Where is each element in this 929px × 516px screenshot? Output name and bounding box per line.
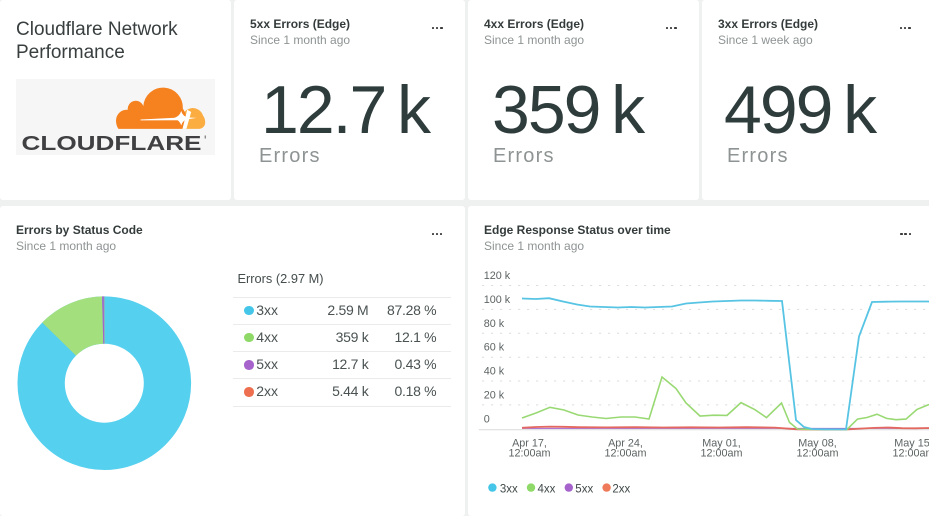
svg-text:12:00am: 12:00am <box>892 447 929 459</box>
svg-text:May 08,: May 08, <box>798 437 836 449</box>
svg-text:100 k: 100 k <box>484 294 511 306</box>
svg-text:5xx: 5xx <box>575 483 593 495</box>
svg-text:12:00am: 12:00am <box>796 447 838 459</box>
svg-text:12:00am: 12:00am <box>604 447 646 459</box>
svg-text:May 01,: May 01, <box>702 437 740 449</box>
svg-text:20 k: 20 k <box>484 390 505 402</box>
svg-text:3xx: 3xx <box>500 483 518 495</box>
svg-text:CLOUDFLARE: CLOUDFLARE <box>21 132 201 155</box>
svg-text:120 k: 120 k <box>484 270 511 282</box>
svg-text:80 k: 80 k <box>484 318 505 330</box>
svg-text:0: 0 <box>484 413 490 425</box>
svg-text:60 k: 60 k <box>484 342 505 354</box>
svg-text:May 15,: May 15, <box>894 437 929 449</box>
svg-text:Apr 17,: Apr 17, <box>512 437 547 449</box>
svg-text:40 k: 40 k <box>484 366 505 378</box>
svg-text:4xx: 4xx <box>538 483 556 495</box>
svg-text:2xx: 2xx <box>612 483 630 495</box>
svg-text:Apr 24,: Apr 24, <box>608 437 643 449</box>
svg-text:12:00am: 12:00am <box>508 447 550 459</box>
svg-text:12:00am: 12:00am <box>700 447 742 459</box>
